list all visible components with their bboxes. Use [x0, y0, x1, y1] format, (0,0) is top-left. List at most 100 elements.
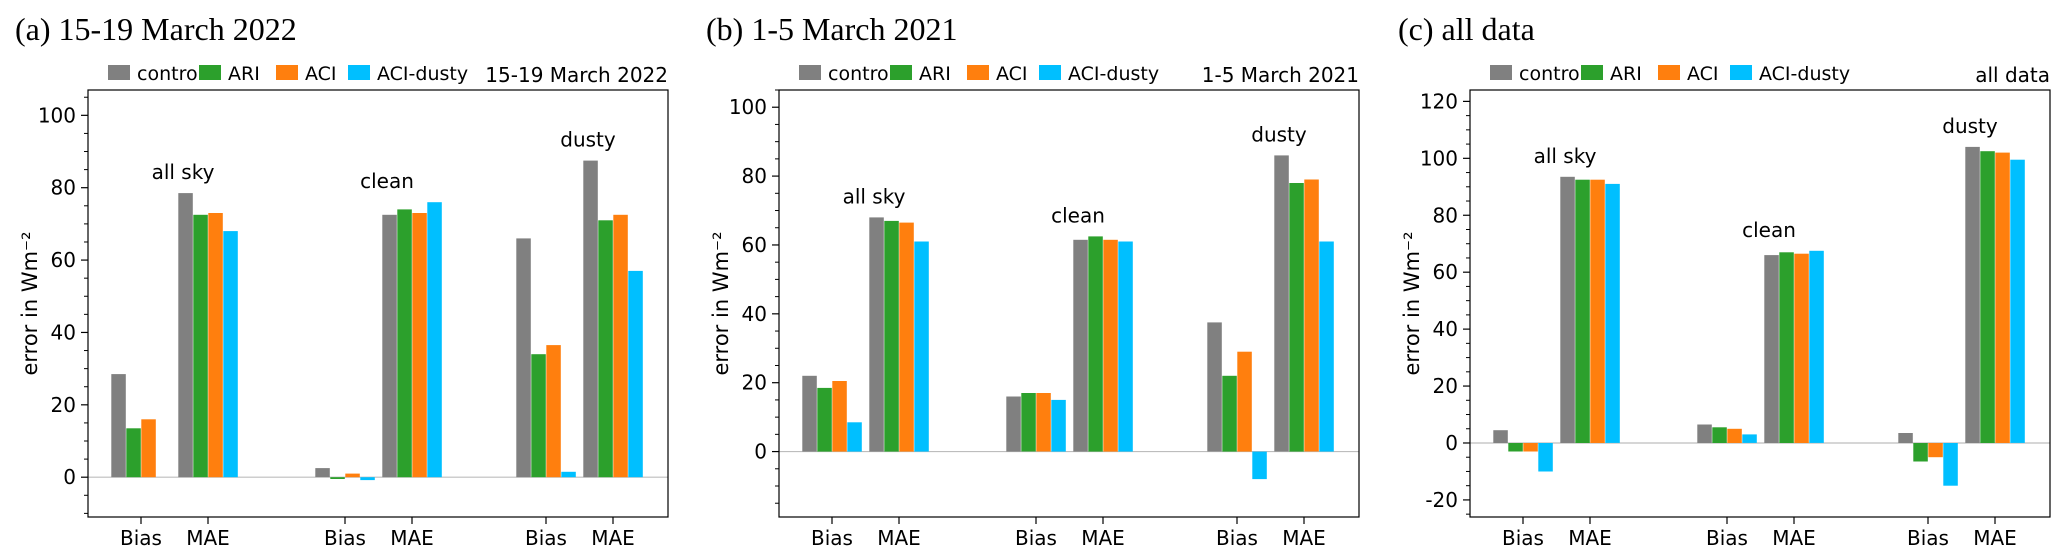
x-tick-label: MAE	[1568, 526, 1612, 550]
legend-label: ACI-dusty	[377, 63, 468, 85]
x-tick-label: MAE	[186, 526, 230, 550]
inner-title: all data	[1975, 63, 2050, 87]
bar-control-3	[1073, 239, 1088, 452]
legend-label: ARI	[1610, 63, 1642, 85]
y-tick-label: 60	[51, 248, 76, 272]
bar-aci-5	[1304, 179, 1319, 452]
legend-swatch-ari	[199, 65, 221, 80]
bar-aci-1	[1590, 179, 1605, 443]
group-label-2: dusty	[1251, 122, 1307, 146]
bar-aci-3	[412, 213, 427, 478]
x-tick-label: MAE	[1973, 526, 2017, 550]
bar-aci-3	[1103, 239, 1118, 452]
x-tick-label: MAE	[1772, 526, 1816, 550]
bar-aci-dusty-1	[1605, 183, 1620, 443]
bar-aci-dusty-3	[427, 202, 442, 478]
y-tick-label: 40	[742, 302, 767, 326]
bar-aci-dusty-1	[223, 231, 238, 478]
bar-aci-dusty-5	[2010, 159, 2025, 443]
x-tick-label: Bias	[1907, 526, 1949, 550]
y-tick-label: 20	[742, 371, 767, 395]
y-tick-label: 80	[742, 164, 767, 188]
plot-frame	[778, 89, 1360, 518]
bar-aci-dusty-2	[1742, 434, 1757, 443]
bar-ari-5	[1980, 151, 1995, 443]
y-tick-label: -20	[1425, 488, 1458, 512]
legend-swatch-ari	[890, 65, 912, 80]
x-tick-label: Bias	[1216, 526, 1258, 550]
x-tick-label: MAE	[1282, 526, 1326, 550]
bar-ari-3	[1779, 252, 1794, 443]
y-tick-label: 100	[1420, 146, 1458, 170]
bar-aci-dusty-1	[914, 241, 929, 452]
legend-label: control	[1519, 63, 1585, 85]
bar-control-1	[1560, 176, 1575, 444]
bar-ari-1	[884, 220, 899, 452]
bar-aci-2	[1727, 428, 1742, 443]
group-label-1: clean	[1051, 203, 1105, 227]
legend-swatch-aci-dusty	[348, 65, 370, 80]
x-tick-label: MAE	[390, 526, 434, 550]
bar-aci-dusty-0	[847, 422, 862, 452]
legend-swatch-ari	[1581, 65, 1603, 80]
legend-swatch-aci-dusty	[1730, 65, 1752, 80]
y-axis-label: error in Wm⁻²	[1400, 231, 1424, 375]
bar-ari-0	[817, 387, 832, 452]
y-tick-label: 120	[1420, 89, 1458, 113]
bar-control-0	[111, 374, 126, 478]
legend-swatch-control	[1490, 65, 1512, 80]
bar-aci-dusty-4	[1252, 451, 1267, 480]
chart-panel-2: (c) all data -20 0 20 40 60 80 100 120 Bias MAE Bia…	[1398, 11, 2051, 550]
bar-ari-0	[126, 428, 141, 478]
legend-label: control	[137, 63, 203, 85]
bar-ari-4	[1222, 375, 1237, 452]
plot-frame	[87, 89, 669, 518]
group-label-0: all sky	[152, 160, 215, 184]
x-tick-label: Bias	[525, 526, 567, 550]
bar-ari-2	[330, 477, 345, 479]
panel-title: (b) 1-5 March 2021	[706, 11, 957, 47]
bar-ari-4	[531, 354, 546, 478]
bar-ari-2	[1712, 427, 1727, 443]
y-axis-label: error in Wm⁻²	[709, 231, 733, 375]
y-tick-label: 0	[63, 465, 76, 489]
x-tick-label: MAE	[591, 526, 635, 550]
legend-swatch-aci	[276, 65, 298, 80]
bar-control-5	[1274, 155, 1289, 452]
legend-swatch-control	[108, 65, 130, 80]
bar-control-0	[1493, 430, 1508, 443]
bar-aci-4	[1237, 351, 1252, 452]
bar-aci-dusty-5	[1319, 241, 1334, 452]
legend-label: ARI	[919, 63, 951, 85]
bar-aci-dusty-2	[1051, 399, 1066, 452]
group-label-1: clean	[360, 169, 414, 193]
group-label-1: clean	[1742, 218, 1796, 242]
chart-panel-0: (a) 15-19 March 2022 0 20 40 60 80 100 Bias MAE B…	[15, 11, 669, 550]
bar-aci-2	[1036, 393, 1051, 452]
legend-label: ACI-dusty	[1759, 63, 1850, 85]
y-tick-label: 40	[1433, 317, 1458, 341]
x-tick-label: MAE	[1081, 526, 1125, 550]
group-label-0: all sky	[1534, 144, 1597, 168]
group-label-2: dusty	[560, 128, 616, 152]
chart-panel-1: (b) 1-5 March 2021 0 20 40 60 80 100 Bias MAE Bia…	[706, 11, 1360, 550]
bar-aci-0	[832, 381, 847, 452]
y-tick-label: 0	[1445, 431, 1458, 455]
y-tick-label: 40	[51, 320, 76, 344]
plot-frame	[1469, 89, 2051, 518]
bar-ari-5	[598, 220, 613, 478]
bar-control-4	[1898, 433, 1913, 443]
legend-swatch-control	[799, 65, 821, 80]
panel-title: (c) all data	[1398, 11, 1535, 47]
x-tick-label: Bias	[811, 526, 853, 550]
bar-ari-3	[1088, 236, 1103, 452]
group-label-0: all sky	[843, 184, 906, 208]
bar-aci-2	[345, 473, 360, 478]
bar-aci-5	[613, 214, 628, 478]
legend-label: control	[828, 63, 894, 85]
bar-ari-4	[1913, 443, 1928, 462]
y-tick-label: 100	[729, 95, 767, 119]
bar-aci-1	[208, 213, 223, 478]
y-axis-label: error in Wm⁻²	[18, 231, 42, 375]
